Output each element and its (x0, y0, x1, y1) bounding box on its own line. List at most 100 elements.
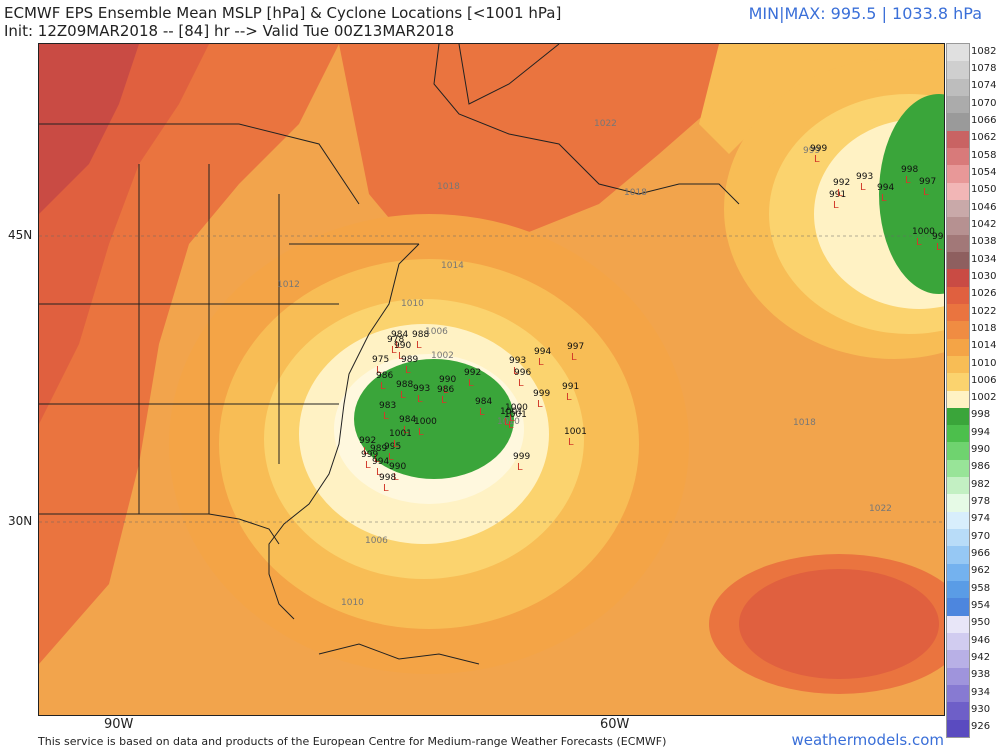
colorbar-cell (947, 511, 969, 530)
colorbar-label: 1078 (971, 62, 997, 74)
cyclone-pressure-label: 986 (376, 371, 393, 381)
cyclone-pressure-label: 994 (932, 232, 944, 242)
cyclone-low-marker-icon: L (513, 366, 519, 377)
cyclone-low-marker-icon: L (380, 381, 386, 392)
cyclone-pressure-label: 999 (533, 389, 550, 399)
cyclone-low-marker-icon: L (566, 392, 572, 403)
fill-1026-southeast (739, 569, 939, 679)
colorbar-label: 1054 (971, 166, 997, 178)
colorbar-cell (947, 217, 969, 236)
cyclone-low-marker-icon: L (388, 452, 394, 463)
colorbar-label: 1014 (971, 340, 997, 352)
colorbar-cell (947, 165, 969, 184)
pressure-colorbar (946, 43, 970, 738)
colorbar-cell (947, 78, 969, 97)
cyclone-low-marker-icon: L (538, 357, 544, 368)
cyclone-pressure-label: 994 (877, 183, 894, 193)
map-title: ECMWF EPS Ensemble Mean MSLP [hPa] & Cyc… (4, 4, 562, 22)
cyclone-low-marker-icon: L (400, 390, 406, 401)
colorbar-label: 934 (971, 686, 991, 698)
colorbar-label: 1046 (971, 201, 997, 213)
cyclone-pressure-label: 1001 (500, 407, 523, 417)
minmax-readout: MIN|MAX: 995.5 | 1033.8 hPa (748, 4, 982, 23)
colorbar-label: 942 (971, 652, 991, 664)
colorbar-label: 1042 (971, 218, 997, 230)
contour-label: 1014 (441, 261, 464, 271)
lon-label-60w: 60W (600, 717, 630, 732)
colorbar-cell (947, 633, 969, 651)
cyclone-low-marker-icon: L (391, 345, 397, 356)
colorbar-label: 1010 (971, 357, 997, 369)
cyclone-pressure-label: 1001 (389, 429, 412, 439)
colorbar-label: 1050 (971, 184, 997, 196)
colorbar-label: 966 (971, 548, 991, 560)
contour-label: 1018 (437, 182, 460, 192)
colorbar-cell (947, 321, 969, 339)
cyclone-pressure-label: 999 (361, 450, 378, 460)
cyclone-low-marker-icon: L (833, 200, 839, 211)
cyclone-low-marker-icon: L (376, 467, 382, 478)
cyclone-pressure-label: 1000 (912, 227, 935, 237)
cyclone-pressure-label: 984 (399, 415, 416, 425)
cyclone-pressure-label: 1000 (414, 417, 437, 427)
cyclone-low-marker-icon: L (374, 454, 380, 465)
cyclone-low-marker-icon: L (393, 439, 399, 450)
cyclone-low-marker-icon: L (814, 154, 820, 165)
colorbar-cell (947, 546, 969, 565)
cyclone-low-marker-icon: L (571, 352, 577, 363)
colorbar-cell (947, 390, 969, 409)
fill-998-east (879, 94, 944, 294)
colorbar-label: 1002 (971, 392, 997, 404)
colorbar-cell (947, 269, 969, 288)
lon-label-90w: 90W (104, 717, 134, 732)
contour-label-group: 1022 1018 1014 1012 1010 1006 1002 1018 … (277, 119, 892, 608)
cyclone-low-marker-icon: L (509, 413, 515, 424)
brand-link[interactable]: weathermodels.com (791, 731, 944, 749)
colorbar-cell (947, 685, 969, 703)
colorbar-label: 998 (971, 409, 991, 421)
colorbar-label: 982 (971, 478, 991, 490)
colorbar-cell (947, 113, 969, 132)
cyclone-low-marker-icon: L (398, 351, 404, 362)
cyclone-pressure-label: 993 (856, 172, 873, 182)
colorbar-label: 1062 (971, 132, 997, 144)
cyclone-pressure-label: 990 (439, 375, 456, 385)
colorbar-cell (947, 95, 969, 114)
colorbar-cell (947, 130, 969, 149)
cyclone-pressure-label: 991 (829, 190, 846, 200)
colorbar-cell (947, 529, 969, 547)
colorbar-cell (947, 147, 969, 166)
colorbar-label: 970 (971, 530, 991, 542)
cyclone-low-marker-icon: L (504, 417, 510, 428)
contour-label: 1010 (401, 299, 424, 309)
cyclone-pressure-label: 992 (833, 178, 850, 188)
colorbar-label: 938 (971, 669, 991, 681)
fill-1030-northwest (39, 44, 139, 214)
lat-label-30n: 30N (8, 514, 33, 528)
colorbar-label: 946 (971, 634, 991, 646)
cyclone-pressure-label: 986 (437, 385, 454, 395)
colorbar-cell (947, 459, 969, 478)
contour-label: 999 (803, 146, 820, 156)
colorbar-cell (947, 494, 969, 513)
colorbar-cell (947, 234, 969, 253)
cyclone-pressure-label: 991 (562, 382, 579, 392)
cyclone-low-marker-icon: L (468, 378, 474, 389)
colorbar-label: 1022 (971, 305, 997, 317)
contour-label: 1006 (365, 536, 388, 546)
cyclone-low-marker-icon: L (537, 399, 543, 410)
colorbar-cell (947, 373, 969, 391)
colorbar-cell (947, 563, 969, 582)
colorbar-cell (947, 719, 969, 738)
colorbar-label: 950 (971, 617, 991, 629)
colorbar-label: 1026 (971, 288, 997, 300)
colorbar-cell (947, 338, 969, 357)
colorbar-cell (947, 407, 969, 426)
cyclone-low-marker-icon: L (405, 365, 411, 376)
cyclone-low-marker-icon: L (365, 460, 371, 471)
colorbar-label: 930 (971, 704, 991, 715)
colorbar-label: 1030 (971, 270, 997, 282)
contour-label: 1022 (594, 119, 617, 129)
cyclone-pressure-label: 998 (379, 473, 396, 483)
cyclone-low-marker-icon: L (417, 394, 423, 405)
